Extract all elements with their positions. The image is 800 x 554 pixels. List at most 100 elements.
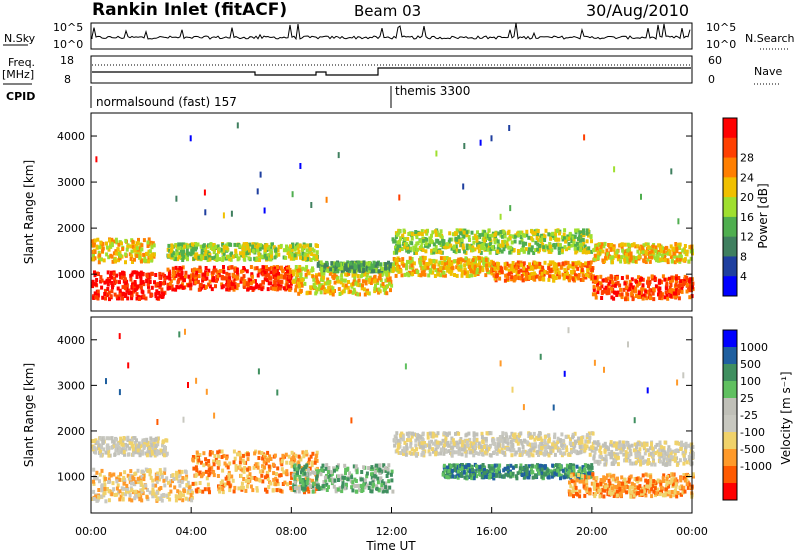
heatmap-cell: [375, 484, 378, 489]
heatmap-cell: [149, 469, 152, 474]
heatmap-cell: [311, 481, 315, 486]
heatmap-cell: [286, 271, 290, 276]
heatmap-cell: [613, 283, 617, 288]
heatmap-cell: [390, 283, 394, 288]
heatmap-cell: [334, 489, 338, 494]
heatmap-cell: [340, 268, 344, 273]
heatmap-cell: [469, 450, 473, 455]
heatmap-cell: [301, 247, 305, 252]
heatmap-cell: [186, 257, 189, 262]
heatmap-cell: [484, 258, 488, 262]
heatmap-cell: [559, 265, 563, 270]
heatmap-cell: [611, 255, 615, 260]
heatmap-cell: [506, 243, 510, 248]
heatmap-cell: [473, 262, 477, 267]
heatmap-cell: [670, 288, 674, 293]
heatmap-cell: [246, 282, 250, 287]
heatmap-cell: [554, 270, 558, 275]
heatmap-cell: [434, 232, 438, 237]
heatmap-cell: [93, 273, 97, 278]
heatmap-cell: [547, 232, 551, 237]
heatmap-cell: [207, 473, 211, 478]
heatmap-cell: [442, 244, 446, 249]
heatmap-cell: [408, 450, 412, 455]
heatmap-cell: [407, 249, 410, 254]
heatmap-cell: [539, 265, 543, 269]
heatmap-cell: [387, 479, 391, 484]
heatmap-cell: [234, 248, 238, 253]
heatmap-cell: [209, 242, 213, 247]
heatmap-cell: [638, 295, 641, 299]
heatmap-cell: [436, 272, 440, 277]
heatmap-cell: [405, 263, 409, 268]
heatmap-cell: [129, 244, 133, 249]
heatmap-cell: [427, 273, 431, 278]
heatmap-cell: [512, 278, 516, 283]
heatmap-cell: [475, 438, 479, 443]
heatmap-cell: [252, 279, 255, 284]
heatmap-cell: [267, 252, 271, 257]
heatmap-cell: [473, 273, 477, 277]
heatmap-cell: [175, 195, 178, 202]
heatmap-cell: [457, 249, 461, 254]
heatmap-cell: [164, 438, 168, 443]
heatmap-cell: [151, 487, 155, 492]
heatmap-cell: [623, 257, 627, 262]
heatmap-cell: [641, 283, 645, 288]
heatmap-cell: [295, 461, 299, 466]
heatmap-cell: [211, 277, 215, 282]
heatmap-cell: [462, 246, 466, 251]
heatmap-cell: [449, 243, 453, 248]
heatmap-cell: [174, 273, 178, 278]
heatmap-cell: [289, 486, 293, 491]
heatmap-cell: [600, 242, 604, 247]
heatmap-cell: [96, 293, 100, 298]
heatmap-cell: [530, 229, 534, 234]
heatmap-cell: [367, 466, 371, 470]
heatmap-cell: [519, 268, 523, 273]
heatmap-cell: [308, 466, 312, 471]
heatmap-cell: [409, 246, 413, 251]
heatmap-cell: [267, 464, 271, 469]
heatmap-cell: [442, 431, 446, 436]
heatmap-cell: [290, 247, 294, 252]
heatmap-cell: [549, 445, 553, 450]
heatmap-cell: [314, 280, 318, 285]
heatmap-cell: [553, 452, 557, 457]
heatmap-cell: [310, 460, 314, 465]
heatmap-cell: [225, 246, 229, 251]
heatmap-cell: [216, 274, 220, 279]
heatmap-cell: [508, 250, 512, 255]
heatmap-cell: [467, 235, 471, 239]
heatmap-cell: [498, 449, 502, 454]
heatmap-cell: [141, 450, 145, 455]
heatmap-cell: [189, 135, 192, 142]
heatmap-cell: [613, 166, 616, 173]
heatmap-cell: [121, 296, 124, 301]
heatmap-cell: [494, 231, 498, 236]
heatmap-cell: [287, 284, 291, 289]
heatmap-cell: [191, 246, 195, 251]
heatmap-cell: [478, 265, 482, 270]
heatmap-cell: [637, 275, 640, 280]
heatmap-cell: [98, 436, 102, 440]
heatmap-cell: [637, 254, 641, 259]
heatmap-cell: [118, 446, 122, 451]
heatmap-cell: [441, 238, 445, 243]
heatmap-cell: [94, 441, 98, 446]
heatmap-cell: [499, 265, 502, 270]
heatmap-cell: [229, 282, 233, 286]
heatmap-cell: [109, 253, 113, 258]
heatmap-cell: [385, 284, 389, 289]
heatmap-cell: [181, 476, 185, 480]
heatmap-cell: [274, 482, 278, 487]
heatmap-cell: [231, 478, 235, 483]
heatmap-cell: [377, 487, 381, 492]
heatmap-cell: [537, 444, 541, 449]
heatmap-cell: [572, 238, 576, 243]
heatmap-cell: [310, 470, 314, 475]
heatmap-cell: [673, 260, 677, 265]
heatmap-cell: [520, 238, 524, 243]
heatmap-cell: [553, 432, 557, 437]
heatmap-cell: [362, 268, 366, 272]
